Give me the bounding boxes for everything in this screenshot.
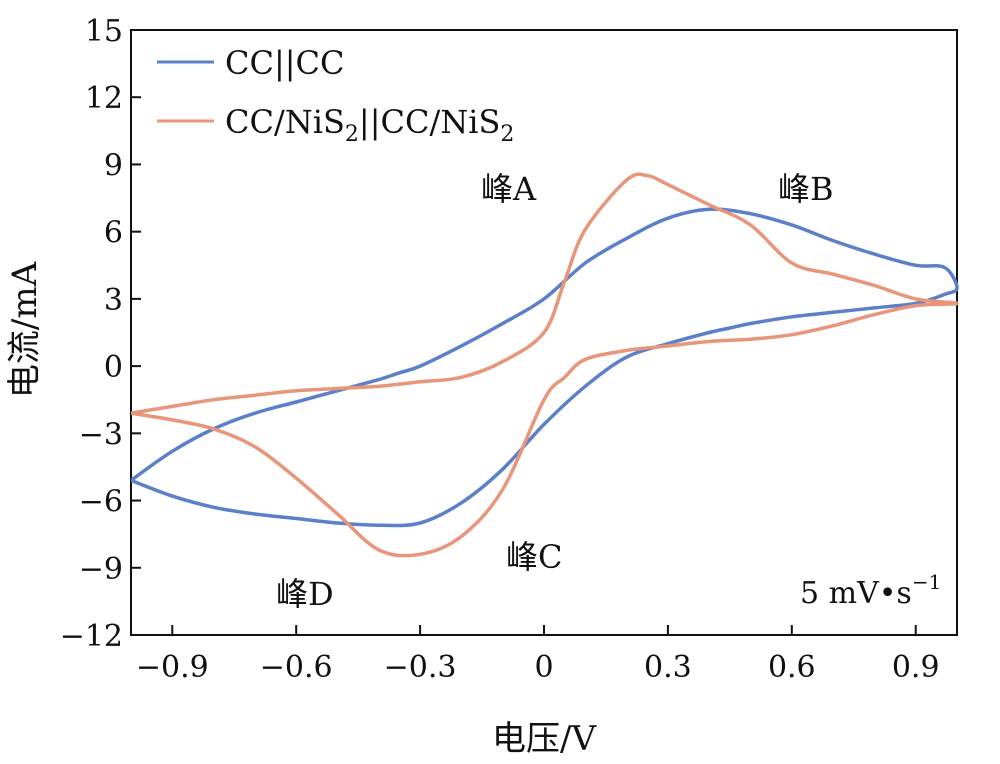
y-tick-label: 9 bbox=[104, 148, 123, 183]
y-axis-title: 电流/mA bbox=[5, 261, 45, 398]
y-tick-label: −6 bbox=[79, 485, 123, 520]
series-line-cc bbox=[131, 207, 959, 528]
scan-rate-label: 5 mV•s−1 bbox=[800, 570, 941, 611]
y-tick-label: −12 bbox=[60, 619, 123, 654]
y-tick-label: 3 bbox=[104, 283, 123, 318]
axis-ticks: −0.9 −0.6 −0.3 0 0.3 0.6 0.9 −12 −9 −6 −3 0 3 6 9 12 15 bbox=[60, 14, 940, 685]
y-tick-label: 0 bbox=[104, 350, 123, 385]
x-tick-label: 0 bbox=[534, 650, 553, 685]
y-tick-label: −9 bbox=[79, 552, 123, 587]
x-tick-label: −0.9 bbox=[136, 650, 209, 685]
peak-b-label: 峰B bbox=[778, 170, 834, 208]
legend-label-nis2: CC/NiS2||CC/NiS2 bbox=[225, 103, 514, 147]
legend: CC||CC CC/NiS2||CC/NiS2 bbox=[157, 44, 514, 147]
series-layer bbox=[131, 172, 959, 558]
y-tick-label: 15 bbox=[85, 14, 123, 49]
x-axis-title: 电压/V bbox=[492, 719, 597, 759]
x-tick-label: 0.3 bbox=[644, 650, 692, 685]
peak-d-label: 峰D bbox=[276, 575, 334, 613]
y-tick-label: 12 bbox=[85, 81, 123, 116]
x-tick-label: 0.9 bbox=[892, 650, 940, 685]
x-tick-label: −0.3 bbox=[384, 650, 457, 685]
series-line-nis2 bbox=[131, 172, 959, 558]
peak-c-label: 峰C bbox=[506, 538, 563, 576]
x-tick-label: 0.6 bbox=[768, 650, 816, 685]
legend-label-cc: CC||CC bbox=[225, 44, 345, 82]
peak-a-label: 峰A bbox=[481, 170, 537, 208]
y-tick-label: −3 bbox=[79, 417, 123, 452]
x-tick-label: −0.6 bbox=[260, 650, 333, 685]
y-tick-label: 6 bbox=[104, 216, 123, 251]
